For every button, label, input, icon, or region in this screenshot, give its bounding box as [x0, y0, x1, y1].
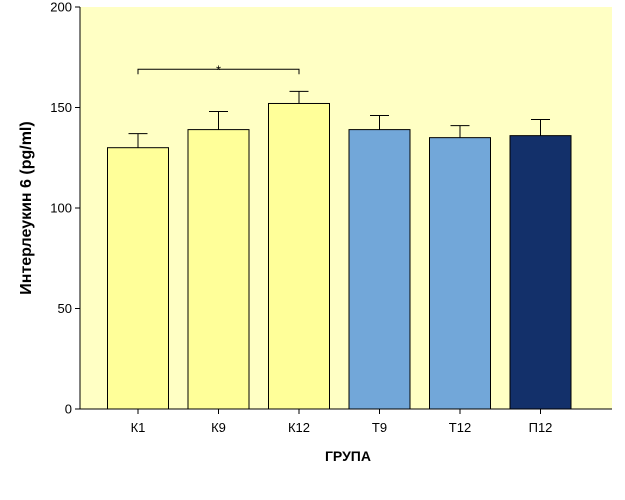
bar-5: [429, 137, 491, 410]
x-tick-label: К1: [131, 420, 146, 435]
y-tick-label: 200: [50, 0, 72, 15]
y-ticks: 0 50 100 150 200: [50, 0, 80, 417]
bars-layer: [107, 102, 572, 410]
significance-layer: *: [137, 62, 300, 77]
bar-6: [509, 135, 572, 410]
x-tick-label: Т12: [449, 420, 471, 435]
bar-1: [107, 147, 169, 410]
y-tick-label: 150: [50, 100, 72, 115]
bar-3: [268, 102, 330, 410]
y-tick-label: 100: [50, 201, 72, 216]
y-tick-label: 0: [65, 402, 72, 417]
bar-4: [348, 129, 411, 410]
bar-2: [187, 129, 250, 410]
y-axis-title: Интерлеукин 6 (pg/ml): [18, 121, 35, 294]
significance-label: *: [216, 62, 221, 77]
error-bars-layer: [128, 90, 550, 148]
x-tick-label: Т9: [372, 420, 387, 435]
x-axis-title: ГРУПА: [325, 448, 371, 464]
x-tick-label: П12: [529, 420, 553, 435]
significance-bracket: [137, 68, 300, 75]
x-tick-label: К12: [288, 420, 310, 435]
y-tick-label: 50: [58, 301, 72, 316]
x-ticks: К1 К9 К12 Т9 Т12 П12: [131, 409, 553, 435]
x-tick-label: К9: [211, 420, 226, 435]
